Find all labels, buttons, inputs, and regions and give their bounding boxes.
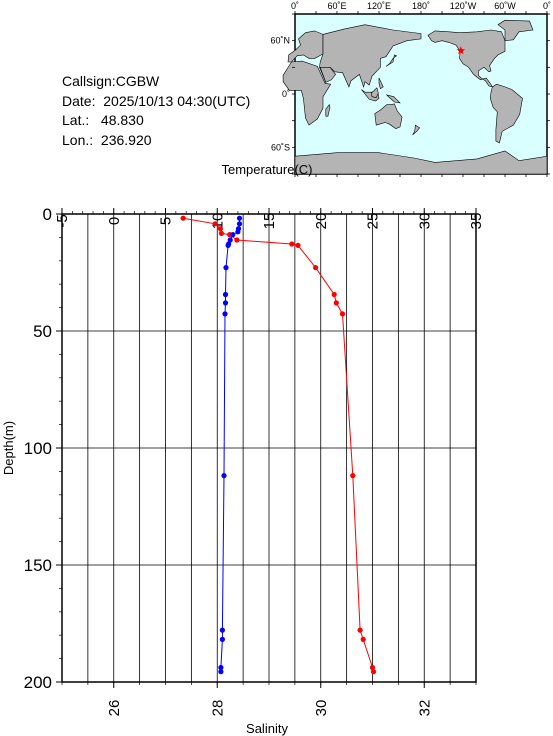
y-axis-tick-label: 0: [43, 205, 52, 224]
temperature-point: [357, 627, 363, 633]
salinity-point: [218, 664, 224, 671]
y-axis-tick-label: 50: [33, 322, 52, 341]
y-axis-label: Depth(m): [1, 421, 16, 475]
bottom-axis-tick-label: 26: [106, 700, 123, 717]
callsign-value: CGBW: [115, 73, 160, 89]
bottom-axis-tick-label: 28: [209, 700, 226, 717]
top-axis-label: Temperature(C): [221, 162, 312, 177]
salinity-point: [223, 265, 229, 271]
y-axis-tick-label: 100: [24, 439, 52, 458]
top-axis-tick-label: 25: [365, 213, 382, 230]
temperature-point: [217, 226, 223, 232]
lon-row: Lon.: 236.920: [62, 131, 250, 151]
salinity-point: [230, 232, 236, 238]
salinity-point: [225, 242, 231, 248]
temperature-point: [369, 664, 376, 671]
salinity-point: [235, 229, 241, 235]
temperature-point: [180, 215, 186, 221]
salinity-point: [222, 300, 229, 306]
temperature-point: [218, 230, 224, 236]
bottom-axis-label: Salinity: [246, 721, 288, 736]
temperature-point: [333, 300, 339, 306]
salinity-point: [219, 636, 225, 643]
bottom-axis-tick-label: 32: [416, 700, 433, 717]
salinity-point: [219, 627, 225, 633]
salinity-point: [222, 291, 229, 298]
station-info: Callsign:CGBW Date: 2025/10/13 04:30(UTC…: [62, 72, 250, 150]
y-axis-tick-label: 200: [24, 673, 52, 692]
salinity-point: [222, 311, 228, 317]
temperature-point: [331, 291, 337, 298]
top-axis-tick-label: 15: [261, 213, 278, 230]
callsign-row: Callsign:CGBW: [62, 72, 250, 92]
date-label: Date:: [62, 92, 96, 109]
salinity-point: [221, 473, 227, 479]
temperature-point: [339, 311, 346, 317]
top-axis-tick-label: 5: [158, 217, 175, 225]
lat-value: 48.830: [100, 112, 144, 128]
temperature-point: [289, 241, 295, 247]
chart-series: [180, 215, 377, 675]
date-row: Date: 2025/10/13 04:30(UTC): [62, 92, 250, 112]
lon-label: Lon.:: [62, 131, 94, 148]
lon-value: 236.920: [100, 131, 152, 148]
salinity-point: [236, 215, 243, 221]
callsign-label: Callsign:: [62, 73, 116, 89]
lat-label: Lat.:: [62, 112, 90, 128]
salinity-point: [227, 237, 233, 243]
temperature-point: [313, 265, 319, 271]
bottom-axis-tick-label: 30: [313, 700, 330, 717]
y-axis-tick-label: 150: [24, 556, 52, 575]
top-axis-tick-label: 30: [416, 213, 433, 230]
temperature-point: [234, 237, 240, 243]
top-axis-tick-label: 35: [468, 213, 485, 230]
date-value: 2025/10/13 04:30(UTC): [103, 92, 251, 109]
top-axis-tick-label: 0: [106, 217, 123, 225]
temperature-point: [350, 473, 356, 479]
top-axis-tick-label: -5: [54, 214, 71, 227]
salinity-line: [220, 218, 240, 672]
temperature-line: [183, 217, 374, 672]
temperature-point: [295, 242, 301, 248]
temperature-point: [370, 669, 377, 675]
lat-row: Lat.: 48.830: [62, 111, 250, 131]
chart-grid: [62, 214, 476, 682]
salinity-point: [236, 221, 243, 227]
salinity-point: [218, 669, 224, 675]
temperature-point: [360, 636, 366, 643]
temperature-point: [212, 221, 218, 227]
top-axis-tick-label: 20: [313, 213, 330, 230]
